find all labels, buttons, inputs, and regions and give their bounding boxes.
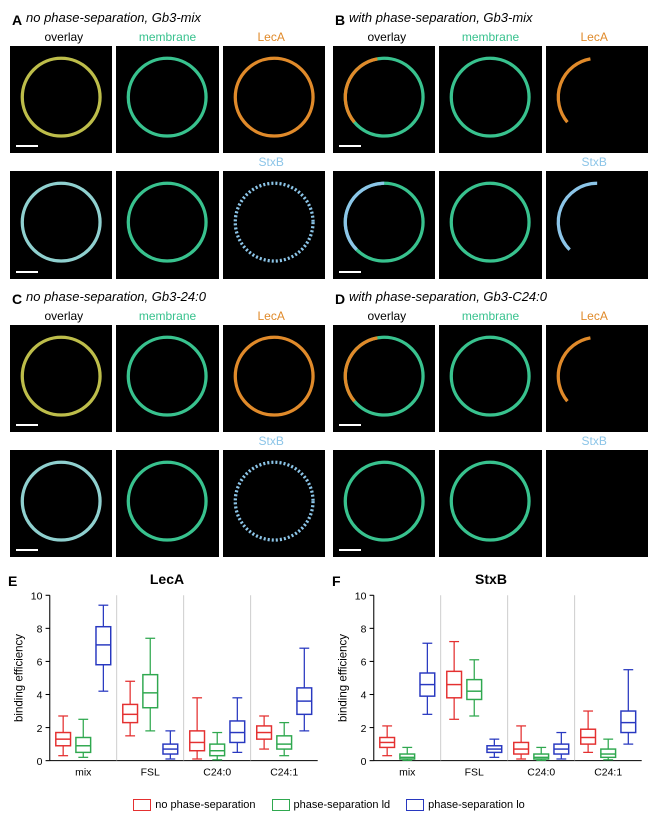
col-label [116, 155, 220, 169]
figure: Ano phase-separation, Gb3-mixoverlaymemb… [0, 0, 658, 824]
legend: no phase-separation phase-separation ld ph… [10, 799, 648, 814]
svg-text:6: 6 [361, 658, 367, 669]
img-overlay-stxb [333, 171, 435, 278]
col-label [439, 434, 543, 448]
svg-text:2: 2 [361, 724, 367, 735]
col-label [12, 155, 116, 169]
chart-title-E: LecA [10, 571, 324, 587]
img-membrane2 [439, 171, 541, 278]
col-label: LecA [219, 309, 323, 323]
svg-text:C24:0: C24:0 [203, 768, 231, 779]
col-label [12, 434, 116, 448]
svg-text:C24:1: C24:1 [270, 768, 298, 779]
svg-text:4: 4 [361, 691, 367, 702]
panel-title-D: with phase-separation, Gb3-C24:0 [349, 289, 547, 304]
col-label: membrane [439, 30, 543, 44]
col-label: overlay [335, 30, 439, 44]
svg-text:FSL: FSL [141, 768, 160, 779]
panel-label-F: F [332, 573, 341, 589]
chart-title-F: StxB [334, 571, 648, 587]
svg-text:0: 0 [361, 757, 367, 768]
img-membrane [439, 325, 541, 432]
svg-text:4: 4 [37, 691, 43, 702]
img-overlay-leca [10, 325, 112, 432]
panel-label-B: B [335, 12, 345, 28]
img-stxb [223, 171, 325, 278]
svg-text:FSL: FSL [465, 768, 484, 779]
col-label: overlay [335, 309, 439, 323]
chart-svg-F: 0 2 4 6 8 10 binding efficiency mix FSL C24:0 C24:… [334, 589, 648, 788]
img-overlay-stxb [10, 450, 112, 557]
img-stxb [546, 171, 648, 278]
col-label: overlay [12, 30, 116, 44]
img-stxb [546, 450, 648, 557]
col-label [335, 155, 439, 169]
panel-C: Cno phase-separation, Gb3-24:0 overlaymem… [10, 289, 325, 558]
legend-item: phase-separation lo [406, 799, 525, 811]
panel-label-E: E [8, 573, 17, 589]
chart-E: E LecA 0 2 4 6 8 10 binding efficiency mix FSL C2… [10, 571, 324, 793]
img-leca [223, 46, 325, 153]
legend-item: phase-separation ld [272, 799, 391, 811]
svg-text:8: 8 [37, 625, 43, 636]
col-label [335, 434, 439, 448]
col-label [439, 155, 543, 169]
img-overlay-stxb [10, 171, 112, 278]
img-membrane2 [439, 450, 541, 557]
img-membrane2 [116, 450, 218, 557]
img-leca [223, 325, 325, 432]
col-label [116, 434, 220, 448]
panel-label-C: C [12, 291, 22, 307]
svg-text:10: 10 [31, 592, 43, 603]
legend-item: no phase-separation [133, 799, 255, 811]
svg-text:binding efficiency: binding efficiency [338, 634, 350, 722]
panel-D: Dwith phase-separation, Gb3-C24:0 overlay… [333, 289, 648, 558]
img-membrane [116, 325, 218, 432]
col-label: LecA [542, 309, 646, 323]
col-label: overlay [12, 309, 116, 323]
svg-text:mix: mix [399, 768, 416, 779]
svg-text:0: 0 [37, 757, 43, 768]
svg-text:C24:1: C24:1 [594, 768, 622, 779]
img-membrane [439, 46, 541, 153]
svg-text:10: 10 [355, 592, 367, 603]
panel-title-C: no phase-separation, Gb3-24:0 [26, 289, 206, 304]
img-leca [546, 325, 648, 432]
img-membrane [116, 46, 218, 153]
col-label: StxB [542, 155, 646, 169]
col-label: StxB [542, 434, 646, 448]
panel-title-B: with phase-separation, Gb3-mix [349, 10, 533, 25]
svg-text:8: 8 [361, 625, 367, 636]
svg-text:mix: mix [75, 768, 92, 779]
svg-text:binding efficiency: binding efficiency [14, 634, 26, 722]
svg-text:6: 6 [37, 658, 43, 669]
col-label: LecA [542, 30, 646, 44]
panel-title-A: no phase-separation, Gb3-mix [26, 10, 201, 25]
panel-label-A: A [12, 12, 22, 28]
img-membrane2 [116, 171, 218, 278]
img-overlay-leca [333, 325, 435, 432]
panel-B: Bwith phase-separation, Gb3-mix overlayme… [333, 10, 648, 279]
svg-text:2: 2 [37, 724, 43, 735]
chart-svg-E: 0 2 4 6 8 10 binding efficiency mix FSL C24:0 C24:… [10, 589, 324, 788]
img-overlay-stxb [333, 450, 435, 557]
col-label: membrane [439, 309, 543, 323]
img-overlay-leca [10, 46, 112, 153]
col-label: LecA [219, 30, 323, 44]
img-stxb [223, 450, 325, 557]
img-leca [546, 46, 648, 153]
col-label: membrane [116, 309, 220, 323]
panel-A: Ano phase-separation, Gb3-mix overlaymemb… [10, 10, 325, 279]
svg-text:C24:0: C24:0 [527, 768, 555, 779]
col-label: StxB [219, 155, 323, 169]
col-label: membrane [116, 30, 220, 44]
panel-label-D: D [335, 291, 345, 307]
chart-F: F StxB 0 2 4 6 8 10 binding efficiency mix FSL C2… [334, 571, 648, 793]
img-overlay-leca [333, 46, 435, 153]
col-label: StxB [219, 434, 323, 448]
